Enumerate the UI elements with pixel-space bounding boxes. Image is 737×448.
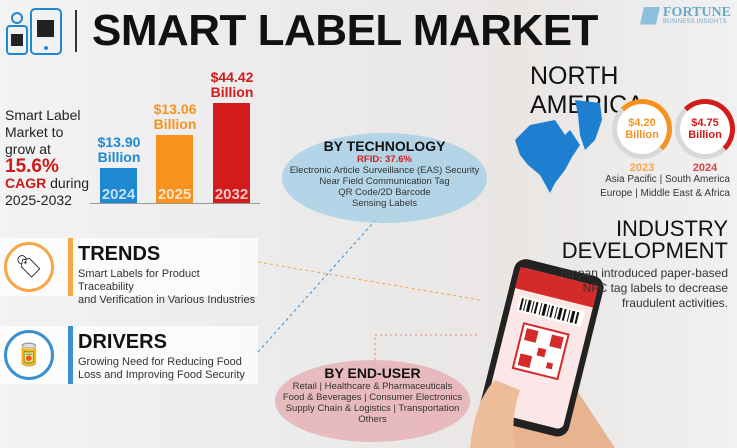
smart-label-qr-icon — [6, 8, 62, 55]
header-icon-group — [4, 6, 66, 56]
trends-accent-strip — [68, 238, 73, 296]
na-2023-ring: $4.20 Billion — [612, 99, 672, 159]
technology-highlight: RFID: 37.6% — [357, 154, 412, 165]
drivers-text: Growing Need for Reducing Food Loss and I… — [78, 356, 245, 381]
technology-item: Near Field Communication Tag — [319, 176, 450, 187]
end-user-line: Others — [358, 414, 387, 425]
tag-icon: 🏷 — [4, 242, 54, 292]
end-user-title: BY END-USER — [324, 365, 421, 381]
end-user-line: Retail | Healthcare & Pharmaceuticals — [292, 381, 453, 392]
cagr-value: 15.6% — [5, 156, 59, 177]
bar-value-label: $13.90 Billion — [97, 134, 141, 165]
growth-line: Market to — [5, 124, 64, 140]
drivers-accent-strip — [68, 326, 73, 384]
header-divider — [75, 10, 77, 52]
trends-card: 🏷 TRENDS Smart Labels for Product Tracea… — [0, 238, 258, 306]
other-regions: Asia Pacific | South America Europe | Mid… — [600, 174, 730, 199]
na-2024-year: 2024 — [692, 162, 718, 174]
trends-title: TRENDS — [78, 243, 161, 265]
logo-mark-icon — [640, 6, 660, 25]
bar-year-label: 2032 — [214, 186, 249, 203]
bar-year-label: 2025 — [157, 186, 192, 203]
na-2024-stat: $4.75 Billion 2024 — [675, 99, 735, 174]
industry-development-title: INDUSTRY DEVELOPMENT — [561, 216, 728, 263]
bar-value-label: $44.42 Billion — [210, 69, 254, 100]
end-user-segment: BY END-USER Retail | Healthcare & Pharma… — [275, 360, 470, 442]
bar-2032: 2032 — [213, 103, 250, 203]
na-2023-year: 2023 — [629, 162, 655, 174]
bar-year-label: 2024 — [101, 186, 136, 203]
page-title: SMART LABEL MARKET — [92, 6, 598, 55]
bar-2025: 2025 — [156, 135, 193, 203]
fortune-logo: FORTUNE BUSINESS INSIGHTS — [640, 6, 731, 25]
na-2024-ring: $4.75 Billion — [675, 99, 735, 159]
drivers-card: 🥫 DRIVERS Growing Need for Reducing Food… — [0, 326, 258, 384]
bar-value-label: $13.06 Billion — [153, 101, 197, 132]
end-user-line: Food & Beverages | Consumer Electronics — [282, 392, 463, 403]
food-package-icon: 🥫 — [4, 330, 54, 380]
growth-line: grow at — [5, 141, 51, 157]
growth-period: 2025-2032 — [5, 192, 72, 208]
phone-hand-illustration — [470, 259, 615, 448]
na-2023-stat: $4.20 Billion 2023 — [612, 99, 672, 174]
technology-segment: BY TECHNOLOGY RFID: 37.6% Electronic Art… — [282, 133, 487, 223]
logo-text: FORTUNE — [663, 5, 731, 20]
bar-2024: 2024 — [100, 168, 137, 203]
growth-line: Smart Label — [5, 107, 81, 123]
industry-development-text: Toppan introduced paper-based NFC tag lab… — [558, 266, 728, 310]
technology-title: BY TECHNOLOGY — [323, 138, 446, 154]
technology-item: QR Code/2D Barcode — [338, 187, 431, 198]
technology-item: Sensing Labels — [352, 198, 417, 209]
chart-baseline — [90, 203, 260, 204]
trends-text: Smart Labels for Product Traceability and… — [78, 268, 256, 306]
logo-subtext: BUSINESS INSIGHTS — [663, 19, 727, 25]
technology-item: Electronic Article Surveillance (EAS) Se… — [289, 165, 480, 176]
growth-during: during — [46, 175, 90, 191]
north-america-map-icon — [515, 100, 602, 193]
drivers-title: DRIVERS — [78, 331, 167, 353]
end-user-line: Supply Chain & Logistics | Transportatio… — [285, 403, 460, 414]
growth-statement: Smart Label Market to grow at 15.6% CAGR… — [5, 107, 89, 209]
cagr-label: CAGR — [5, 175, 47, 191]
